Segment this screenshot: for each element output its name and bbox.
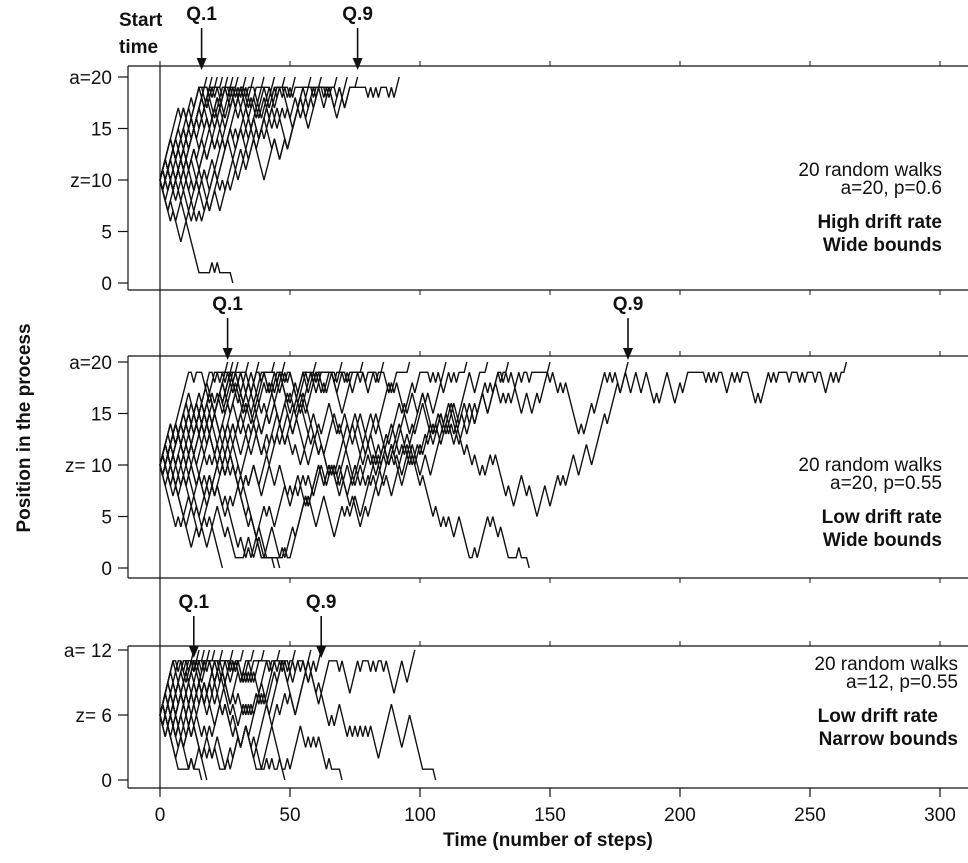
x-tick-label: 300 — [924, 805, 956, 826]
random-walk-path — [159, 361, 629, 517]
info-line-4: Narrow bounds — [819, 729, 958, 750]
y-tick-label: a= 12 — [64, 641, 112, 662]
info-line-1: 20 random walks — [798, 160, 942, 181]
quantile-label: Q.9 — [306, 592, 337, 613]
random-walk-path — [159, 76, 229, 191]
random-walk-path — [159, 660, 437, 781]
x-tick-label: 0 — [155, 805, 166, 826]
quantile-label: Q.9 — [342, 4, 373, 25]
quantile-label: Q.1 — [178, 592, 209, 613]
quantile-label: Q.9 — [613, 294, 644, 315]
random-walk-path — [159, 361, 848, 559]
y-tick-label: 0 — [101, 274, 112, 295]
random-walk-path — [159, 76, 359, 191]
info-line-3: Low drift rate — [822, 507, 942, 528]
random-walk-path — [159, 649, 322, 716]
start-label: Start — [119, 10, 163, 31]
random-walk-path — [159, 179, 234, 284]
random-walk-path — [159, 649, 205, 716]
x-axis: 0 50 100 150 200 250 300 — [155, 788, 956, 826]
random-walk-path — [159, 76, 213, 191]
random-walk-path — [159, 714, 203, 781]
info-line-3: High drift rate — [817, 212, 942, 233]
random-walk-path — [159, 361, 551, 559]
random-walk-path — [159, 76, 265, 181]
y-tick-label: z= 6 — [76, 706, 112, 727]
info-line-2: a=20, p=0.55 — [830, 473, 942, 494]
y-tick-label: 0 — [101, 771, 112, 792]
random-walk-path — [159, 392, 530, 569]
info-line-4: Wide bounds — [823, 235, 942, 256]
x-tick-label: 200 — [664, 805, 696, 826]
quantile-arrow-head — [623, 348, 633, 360]
random-walk-path — [159, 413, 281, 569]
info-line-4: Wide bounds — [823, 530, 942, 551]
y-tick-label: 5 — [101, 223, 112, 244]
panel-2: a=20 15 z= 10 5 0 Q.1 Q.9 20 random walksa=20, … — [65, 290, 968, 583]
quantile-arrow-head — [196, 58, 207, 70]
panel-1: a=20 15 z=10 5 0 Start time Q.1 Q.9 20 random wal… — [69, 4, 968, 295]
info-line-1: 20 random walks — [798, 455, 942, 476]
x-tick-label: 250 — [794, 805, 826, 826]
quantile-arrow-head — [316, 646, 327, 658]
y-tick-label: 0 — [101, 559, 112, 580]
quantile-arrow-head — [352, 58, 363, 70]
y-tick-label: z= 10 — [65, 456, 112, 477]
y-axis-title: Position in the process — [14, 323, 35, 532]
random-walk-path — [159, 76, 234, 181]
info-line-3: Low drift rate — [818, 706, 938, 727]
quantile-label: Q.1 — [186, 4, 217, 25]
quantile-label: Q.1 — [212, 294, 243, 315]
x-tick-label: 100 — [404, 805, 436, 826]
y-tick-label: 15 — [91, 405, 112, 426]
info-line-2: a=20, p=0.6 — [841, 178, 942, 199]
quantile-arrow-head — [188, 646, 199, 658]
random-walk-path — [159, 76, 400, 191]
random-walk-path — [159, 76, 338, 212]
y-tick-label: a=20 — [69, 68, 112, 89]
info-line-1: 20 random walks — [814, 654, 958, 675]
y-tick-label: a=20 — [69, 353, 112, 374]
y-tick-label: z=10 — [70, 171, 112, 192]
x-tick-label: 50 — [279, 805, 300, 826]
panels-layer: a=20 15 z=10 5 0 Start time Q.1 Q.9 20 random wal… — [64, 4, 968, 793]
random-walk-path — [159, 682, 343, 781]
info-line-2: a=12, p=0.55 — [846, 672, 958, 693]
x-axis-title: Time (number of steps) — [443, 830, 653, 851]
y-tick-label: 5 — [101, 508, 112, 529]
random-walk-path — [159, 454, 224, 569]
y-tick-label: 15 — [91, 120, 112, 141]
time-label: time — [119, 37, 158, 58]
quantile-arrow-head — [222, 348, 233, 360]
x-tick-label: 150 — [534, 805, 566, 826]
